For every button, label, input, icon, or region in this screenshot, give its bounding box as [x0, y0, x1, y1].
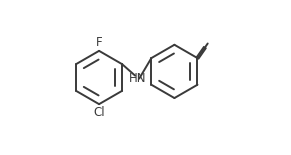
- Text: HN: HN: [128, 72, 146, 85]
- Text: F: F: [96, 36, 102, 49]
- Text: Cl: Cl: [93, 106, 105, 119]
